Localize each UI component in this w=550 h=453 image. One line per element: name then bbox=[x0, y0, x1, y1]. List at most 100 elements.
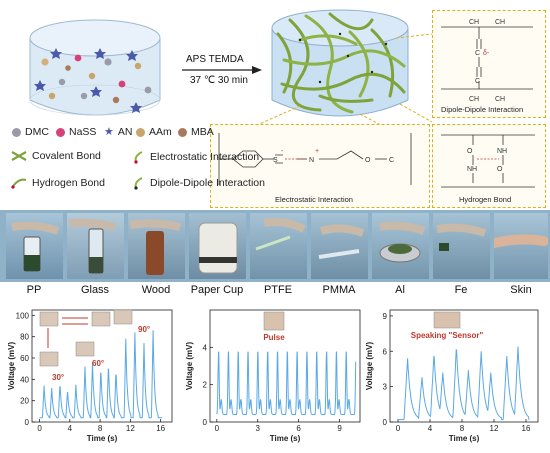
substrate-label-wood: Wood bbox=[141, 284, 171, 296]
y-axis-label-1: Voltage (mV) bbox=[7, 342, 16, 391]
mba-swatch-icon bbox=[178, 127, 187, 137]
x-axis-label-1: Time (s) bbox=[87, 434, 118, 443]
dipole-icon bbox=[134, 177, 143, 190]
legend-item-mba: MBA bbox=[178, 126, 214, 138]
x-tick-label-1: 12 bbox=[126, 424, 135, 433]
substrate-label-skin: Skin bbox=[510, 284, 532, 296]
an-star-icon: ★ bbox=[104, 125, 114, 138]
wood-block-icon bbox=[129, 219, 181, 275]
glass-vial-icon bbox=[68, 218, 116, 274]
y-tick-label-2: 4 bbox=[203, 343, 208, 352]
schematic-svg bbox=[29, 9, 433, 133]
x-tick-label-2: 3 bbox=[256, 424, 261, 433]
beaker bbox=[29, 19, 161, 116]
y-tick-label-2: 2 bbox=[203, 381, 208, 390]
substrate-label-ptfe: PTFE bbox=[263, 284, 293, 296]
photo-wood bbox=[128, 213, 185, 279]
x-tick-label-3: 0 bbox=[396, 424, 401, 433]
y-tick-label-1: 0 bbox=[25, 418, 30, 427]
legend-item-an: ★ AN bbox=[104, 125, 133, 138]
photo-paper-cup bbox=[189, 213, 246, 279]
photo-skin bbox=[494, 213, 548, 279]
dipole-interaction-title: Dipole-Dipole Interaction bbox=[441, 105, 524, 114]
hydrogen-bond-box: O NH NH O Hydrogen Bond bbox=[432, 124, 546, 208]
substrate-label-pp: PP bbox=[26, 284, 42, 296]
legend-item-dipole: Dipole-Dipole Interaction bbox=[132, 176, 265, 190]
legend-item-electrostatic: Electrostatic Interaction bbox=[132, 150, 259, 164]
pulse-photo bbox=[263, 311, 285, 331]
crosslink-points bbox=[298, 32, 388, 84]
gesture-photo-1 bbox=[39, 311, 59, 327]
y-tick-label-3: 6 bbox=[383, 347, 388, 356]
skin-finger-icon bbox=[494, 234, 548, 248]
pulse-title: Pulse bbox=[263, 333, 285, 342]
angle-60-label: 60° bbox=[92, 359, 104, 368]
y-tick-label-1: 80 bbox=[20, 333, 29, 342]
covalent-bond-icon bbox=[11, 151, 27, 161]
ptfe-icon bbox=[255, 217, 306, 251]
pmma-icon bbox=[318, 224, 365, 259]
y-tick-label-1: 20 bbox=[20, 397, 29, 406]
svg-text:C: C bbox=[475, 78, 480, 85]
substrate-label-paper-cup: Paper Cup bbox=[190, 284, 244, 296]
gesture-photo-5 bbox=[113, 309, 133, 325]
monomer-particles bbox=[34, 48, 152, 113]
electrostatic-interaction-title: Electrostatic Interaction bbox=[275, 195, 353, 204]
svg-text:S: S bbox=[273, 157, 278, 164]
svg-text:-: - bbox=[281, 148, 284, 155]
svg-text:O: O bbox=[467, 148, 473, 155]
y-tick-label-1: 60 bbox=[20, 354, 29, 363]
svg-text:NH: NH bbox=[497, 148, 507, 155]
svg-text:δ-: δ- bbox=[483, 50, 490, 57]
x-tick-label-3: 16 bbox=[522, 424, 531, 433]
nass-swatch-icon bbox=[56, 127, 65, 137]
photo-ptfe bbox=[250, 213, 307, 279]
x-tick-label-2: 6 bbox=[296, 424, 301, 433]
polymer-network bbox=[276, 12, 406, 114]
legend-item-nass: NaSS bbox=[56, 126, 96, 138]
x-tick-label-3: 8 bbox=[460, 424, 465, 433]
x-tick-label-1: 16 bbox=[156, 424, 165, 433]
signal-line-1 bbox=[39, 330, 163, 419]
charts-svg: 0 4 8 12 16 0 20 40 60 80 100 Time (s) Voltage (mV) 0… bbox=[7, 309, 539, 443]
legend-item-dmc: DMC bbox=[12, 126, 49, 138]
legend-item-aam: AAm bbox=[136, 126, 172, 138]
svg-text:N: N bbox=[309, 157, 314, 164]
al-disc-icon bbox=[379, 221, 426, 263]
pp-vial-icon bbox=[11, 221, 60, 272]
svg-text:CH: CH bbox=[495, 19, 505, 26]
photo-al bbox=[372, 213, 429, 279]
y-axis-label-2: Voltage (mV) bbox=[185, 342, 194, 391]
dmc-swatch-icon bbox=[12, 127, 21, 137]
photo-pp bbox=[6, 213, 63, 279]
plot-frame-3 bbox=[389, 309, 539, 423]
x-tick-label-1: 8 bbox=[98, 424, 103, 433]
gesture-photo-4 bbox=[75, 341, 95, 357]
x-tick-label-1: 0 bbox=[37, 424, 42, 433]
substrate-label-al: Al bbox=[395, 284, 405, 296]
angle-30-label: 30° bbox=[52, 373, 64, 382]
aam-swatch-icon bbox=[136, 127, 145, 137]
legend-item-covalent: Covalent Bond bbox=[10, 150, 101, 162]
electrostatic-icon bbox=[134, 151, 143, 164]
substrate-label-pmma: PMMA bbox=[322, 284, 356, 296]
gesture-photo-3 bbox=[39, 351, 59, 367]
svg-text:CH: CH bbox=[469, 19, 479, 26]
svg-text:C: C bbox=[389, 157, 394, 164]
y-tick-label-1: 100 bbox=[16, 311, 30, 320]
svg-text:C: C bbox=[475, 50, 480, 57]
y-tick-label-1: 40 bbox=[20, 375, 29, 384]
y-axis-label-3: Voltage (mV) bbox=[365, 342, 374, 391]
substrate-label-glass: Glass bbox=[80, 284, 110, 296]
svg-text:+: + bbox=[315, 148, 319, 155]
reaction-arrow bbox=[182, 66, 262, 74]
speaking-photo bbox=[433, 311, 461, 329]
photo-pmma bbox=[311, 213, 368, 279]
legend-item-hydrogen: Hydrogen Bond bbox=[10, 176, 105, 190]
speaking-title: Speaking "Sensor" bbox=[411, 331, 484, 340]
gesture-photo-2 bbox=[91, 311, 111, 327]
substrate-label-fe: Fe bbox=[454, 284, 468, 296]
x-tick-label-2: 9 bbox=[337, 424, 342, 433]
